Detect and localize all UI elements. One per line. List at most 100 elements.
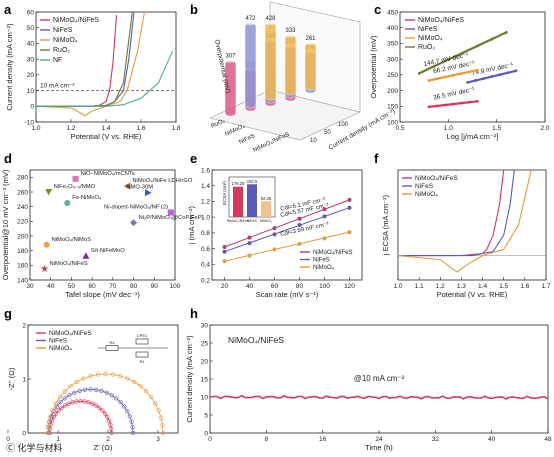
y-tick-label: 400 (387, 25, 398, 32)
data-point (443, 103, 447, 107)
y-tick-label: 100 (387, 119, 398, 126)
data-point (53, 411, 59, 416)
x-tick-label: 24 (375, 436, 383, 443)
series-line (36, 15, 118, 107)
data-point (127, 414, 132, 419)
x-tick-label: 30 (26, 283, 34, 290)
y-axis-label: Current density (mA cm⁻²) (5, 23, 14, 111)
y-tick-label: 0.6 (201, 246, 210, 253)
y-tick-label: 0 (204, 430, 208, 437)
y-axis-label: -Z'' (Ω) (7, 367, 16, 390)
data-point (347, 205, 352, 210)
data-point (97, 405, 102, 410)
x-tick-label: 48 (544, 436, 552, 443)
legend-entry: NiMoO₄/NiFeS (49, 330, 92, 337)
x-axis-label: Scan rate (mV s⁻¹) (256, 290, 319, 299)
data-point (90, 401, 95, 406)
resistor-r1 (135, 351, 149, 358)
data-point (504, 31, 508, 34)
annotation: @10 mA cm⁻² (354, 374, 405, 383)
y-tick-label: 30 (201, 322, 209, 329)
point-label: Fe-NiMoO₄ (72, 195, 102, 201)
inset-bar (247, 184, 257, 217)
data-point (67, 393, 72, 398)
x-tick-label: 1.4 (101, 125, 110, 132)
data-point (167, 209, 174, 216)
y-tick-label: 0.4 (201, 262, 210, 269)
cpe (135, 338, 149, 345)
x-tick-label: 16 (319, 436, 327, 443)
data-point (125, 409, 130, 414)
data-point (74, 379, 79, 385)
x-tick-label: 8 (265, 436, 269, 443)
y-tick-label: 15 (201, 376, 209, 383)
inset-bar (233, 186, 243, 217)
bar-cap (265, 20, 276, 25)
y-tick-label: 200 (17, 233, 28, 240)
bar (304, 42, 317, 91)
inset-bar (261, 201, 271, 217)
data-point (347, 197, 352, 202)
panel-label-a: a (4, 2, 12, 17)
point-label: NiMoO₄/NiFe LDH/rGO (132, 178, 193, 184)
data-point (461, 51, 465, 55)
data-point (132, 379, 137, 385)
data-point (347, 230, 352, 235)
series-line (36, 51, 174, 107)
x-tick-label: 2.0 (540, 125, 549, 132)
data-point (125, 376, 130, 381)
data-point (459, 101, 463, 105)
data-point (247, 241, 252, 246)
y-tick-label: 0.2 (201, 277, 210, 284)
data-point (272, 247, 277, 252)
data-point (490, 37, 494, 41)
data-point (322, 236, 327, 241)
point-label: NMO-30M (126, 185, 153, 191)
x-tick-label: 120 (344, 283, 355, 290)
y-tick-label: 280 (17, 175, 28, 182)
data-point (62, 396, 67, 401)
y-tick-label: 180 (17, 248, 28, 255)
series-line (209, 394, 549, 400)
y-axis-label: Current density (mA cm⁻²) (185, 335, 194, 423)
plot-frame (211, 169, 363, 281)
legend-entry: NiMoO₄ (418, 35, 443, 42)
series-line (36, 11, 133, 107)
point-label: NiO–NiMoO₄/mCNTs (81, 171, 135, 177)
y-tick-label: 1.4 (201, 183, 210, 190)
data-point (62, 403, 68, 408)
inset-value-label: 92.25 (261, 196, 272, 201)
x-axis-label: Potential (V vs. RHE) (71, 132, 142, 141)
cdl-label: Cdl=3.69 mF cm⁻² (280, 222, 330, 238)
data-point (156, 408, 161, 413)
category-label: NiMoO₄ (224, 123, 246, 138)
data-point (506, 71, 510, 75)
legend-entry: NiMoO₄/NiFeS (313, 250, 352, 256)
data-point (451, 73, 455, 77)
data-point (109, 393, 114, 398)
panel-label-d: d (4, 151, 12, 166)
x-tick-label: 1.6 (136, 125, 145, 132)
y-tick-label: 0 (22, 430, 26, 437)
circuit-label: CPE1 (137, 333, 148, 338)
x-axis-label: Potential (V vs. RHE) (437, 290, 508, 299)
data-point (427, 105, 431, 109)
data-point (102, 411, 108, 416)
plot-frame (397, 169, 547, 281)
data-point (82, 252, 90, 259)
x-axis-label: Time (h) (365, 443, 393, 452)
data-point (222, 245, 227, 249)
legend-entry: NF (53, 57, 62, 64)
x-tick-label: 1.6 (520, 283, 529, 290)
panel-label-b: b (190, 2, 198, 17)
legend-entry: NiMoO₄ (415, 191, 438, 198)
y-axis-label: j ECSA (mA cm⁻²) (381, 194, 390, 256)
x-tick-label: 1.0 (393, 283, 402, 290)
bar-cap (305, 41, 316, 46)
y-tick-label: 0.8 (201, 230, 210, 237)
y-tick-label: 20 (27, 72, 35, 79)
data-point (514, 69, 518, 73)
data-point (100, 408, 105, 413)
data-point (297, 216, 302, 221)
